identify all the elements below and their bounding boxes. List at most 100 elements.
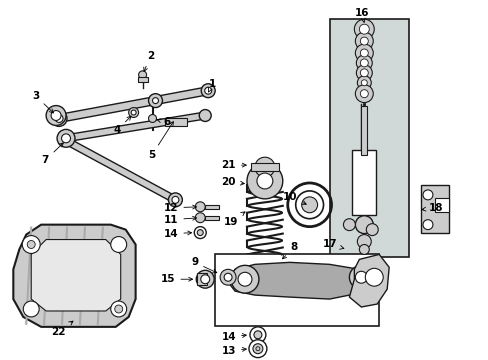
Circle shape	[366, 224, 377, 235]
Circle shape	[254, 157, 274, 177]
Circle shape	[22, 235, 40, 253]
Text: 22: 22	[51, 321, 73, 337]
Circle shape	[152, 98, 158, 104]
Bar	[434, 198, 448, 212]
Circle shape	[365, 268, 383, 286]
Text: 1: 1	[208, 79, 216, 92]
Circle shape	[172, 196, 179, 203]
Circle shape	[349, 265, 372, 289]
Circle shape	[343, 219, 355, 231]
Circle shape	[55, 114, 63, 122]
Circle shape	[138, 71, 146, 79]
Circle shape	[355, 32, 372, 50]
Text: 16: 16	[354, 8, 368, 22]
Text: 10: 10	[283, 192, 305, 204]
Polygon shape	[65, 112, 205, 142]
Text: 17: 17	[322, 239, 343, 249]
Circle shape	[422, 190, 432, 200]
Bar	[205, 205, 219, 209]
Circle shape	[359, 24, 368, 34]
Circle shape	[355, 271, 366, 283]
Text: 11: 11	[163, 215, 196, 225]
Circle shape	[355, 216, 372, 234]
Circle shape	[128, 108, 138, 117]
Text: 14: 14	[163, 229, 191, 239]
Text: 14: 14	[221, 332, 246, 342]
Text: 12: 12	[163, 203, 196, 213]
Circle shape	[354, 19, 373, 39]
Text: 9: 9	[191, 257, 216, 273]
Circle shape	[51, 111, 67, 126]
Circle shape	[246, 163, 282, 199]
Circle shape	[195, 202, 205, 212]
Circle shape	[355, 85, 372, 103]
Circle shape	[148, 94, 162, 108]
Circle shape	[231, 265, 258, 293]
Circle shape	[360, 90, 367, 98]
Circle shape	[356, 65, 371, 81]
Circle shape	[422, 220, 432, 230]
Bar	[329, 19, 408, 257]
Circle shape	[204, 87, 211, 94]
Bar	[250, 163, 278, 171]
Circle shape	[357, 235, 370, 248]
Bar	[361, 105, 366, 155]
Circle shape	[111, 301, 126, 317]
Circle shape	[249, 327, 265, 343]
Circle shape	[168, 193, 182, 207]
Text: 18: 18	[421, 203, 443, 213]
Polygon shape	[67, 139, 177, 203]
Text: 20: 20	[221, 177, 244, 187]
Circle shape	[256, 173, 272, 189]
Text: 7: 7	[41, 143, 63, 165]
Text: 21: 21	[221, 160, 246, 170]
Text: 4: 4	[113, 116, 131, 135]
Bar	[215, 255, 379, 326]
Circle shape	[360, 69, 367, 77]
Circle shape	[195, 213, 205, 223]
Circle shape	[196, 270, 214, 288]
Circle shape	[111, 237, 126, 252]
Circle shape	[194, 227, 206, 239]
Polygon shape	[13, 225, 135, 327]
Circle shape	[356, 55, 371, 71]
Circle shape	[224, 273, 232, 281]
Circle shape	[360, 59, 367, 67]
Circle shape	[201, 84, 215, 98]
Circle shape	[148, 114, 156, 122]
Circle shape	[115, 305, 122, 313]
Circle shape	[252, 344, 263, 354]
Circle shape	[361, 80, 366, 86]
Polygon shape	[31, 239, 121, 311]
Circle shape	[131, 110, 136, 115]
Circle shape	[27, 240, 35, 248]
Text: 5: 5	[148, 122, 173, 160]
Circle shape	[197, 230, 203, 235]
Bar	[352, 150, 375, 215]
Polygon shape	[349, 255, 388, 307]
Text: 13: 13	[221, 346, 246, 356]
Text: 2: 2	[143, 51, 154, 71]
Bar	[165, 118, 187, 126]
Circle shape	[255, 347, 260, 351]
Circle shape	[357, 76, 370, 90]
Circle shape	[355, 44, 372, 62]
Circle shape	[253, 331, 262, 339]
Circle shape	[57, 129, 75, 147]
Bar	[137, 77, 147, 82]
Text: 15: 15	[161, 274, 192, 284]
Circle shape	[199, 109, 211, 121]
Bar	[420, 185, 448, 233]
Bar	[205, 216, 219, 220]
Polygon shape	[58, 87, 208, 122]
Circle shape	[301, 197, 317, 213]
Circle shape	[51, 111, 61, 121]
Circle shape	[238, 272, 251, 286]
Circle shape	[359, 244, 368, 255]
Bar	[197, 273, 207, 285]
Circle shape	[61, 134, 70, 143]
Polygon shape	[227, 262, 368, 299]
Circle shape	[46, 105, 66, 125]
Circle shape	[220, 269, 236, 285]
Circle shape	[360, 49, 367, 57]
